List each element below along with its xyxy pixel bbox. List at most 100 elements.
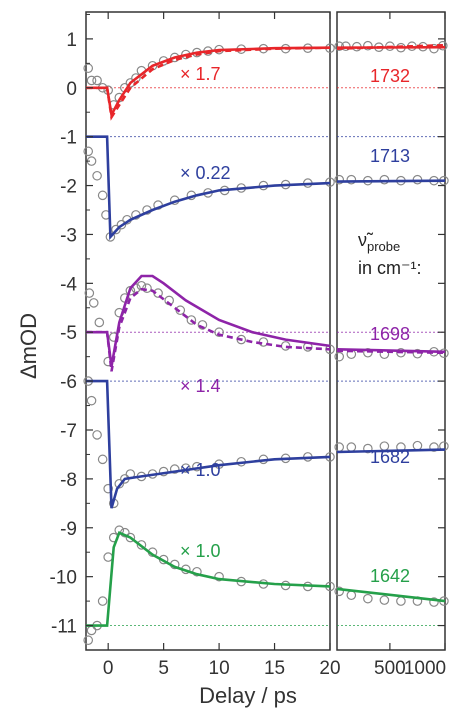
y-tick-label: -11 <box>51 617 77 638</box>
model-line-1732-long <box>336 43 446 50</box>
y-tick-label: -10 <box>50 568 77 589</box>
model-line-1732 <box>86 46 331 121</box>
data-point <box>97 190 108 201</box>
data-point <box>379 595 390 605</box>
data-point <box>86 395 97 406</box>
fit-line-1642-long <box>336 587 446 603</box>
y-tick-label: 0 <box>66 79 77 100</box>
svg-text:ν̃probe: ν̃probe <box>358 230 400 254</box>
series-1698-long: 1698 <box>334 324 449 362</box>
probe-legend-title: ν̃probe in cm⁻¹: <box>358 230 422 278</box>
data-point <box>111 224 121 235</box>
probe-label-1732: 1732 <box>370 66 410 86</box>
y-tick-label: -3 <box>60 225 77 246</box>
data-point <box>334 586 345 597</box>
y-tick-label: -6 <box>60 372 77 393</box>
series-1682-long: 1682 <box>334 380 449 467</box>
x-tick-label: 15 <box>264 658 285 679</box>
scale-label-1698: × 1.4 <box>180 376 221 396</box>
y-tick-label: 1 <box>66 30 77 51</box>
data-point <box>103 483 113 494</box>
data-point <box>86 75 97 86</box>
data-point <box>136 540 147 550</box>
data-point <box>86 625 97 636</box>
series-1642-long: 1642 <box>334 566 449 627</box>
data-point <box>346 174 357 185</box>
legend-subscript: probe <box>367 239 400 254</box>
x-tick-label: 500 <box>374 658 406 679</box>
x-tick-label: 1000 <box>404 658 446 679</box>
scale-label-1732: × 1.7 <box>180 64 221 84</box>
probe-label-1713: 1713 <box>370 146 410 166</box>
x-axis-title: Delay / ps <box>199 683 297 708</box>
data-point <box>197 320 208 330</box>
data-point <box>97 596 108 606</box>
data-point <box>103 552 113 562</box>
y-tick-label: -8 <box>60 470 77 491</box>
probe-label-1682: 1682 <box>370 447 410 467</box>
data-point <box>214 571 224 582</box>
x-tick-label: 5 <box>158 658 169 679</box>
right-panel-frame <box>336 11 446 651</box>
left-panel-content: × 1.7 × 0.22 × 1.4 × 1.0 × 1.0 <box>83 43 335 646</box>
series-1732-long: 1732 <box>334 40 448 89</box>
data-point <box>214 327 224 338</box>
fit-line-1682-long <box>336 448 446 454</box>
data-point <box>429 597 439 607</box>
series-1713: × 0.22 <box>83 135 335 242</box>
x-tick-label: 0 <box>103 658 114 679</box>
data-point <box>346 442 357 452</box>
probe-label-1642: 1642 <box>370 566 410 586</box>
data-point <box>396 347 406 358</box>
data-point <box>88 298 99 308</box>
y-axis-title: ΔmOD <box>16 313 41 379</box>
series-1732: × 1.7 <box>83 43 335 121</box>
data-point <box>429 43 439 54</box>
data-point <box>412 440 423 451</box>
data-point <box>186 315 197 325</box>
y-axis-ticks: 1 0 -1 -2 -3 -4 -5 -6 -7 -8 -9 -10 -11 <box>50 13 445 638</box>
data-point <box>341 41 351 52</box>
data-point <box>97 454 108 465</box>
data-point <box>396 596 406 606</box>
scale-label-1642: × 1.0 <box>180 541 221 561</box>
data-point <box>83 146 94 157</box>
data-point <box>334 41 345 52</box>
probe-label-1698: 1698 <box>370 324 410 344</box>
y-tick-label: -2 <box>60 177 77 198</box>
data-point <box>84 288 95 298</box>
data-point <box>125 532 136 543</box>
data-point <box>334 174 345 185</box>
data-point <box>116 219 127 230</box>
x-tick-label: 10 <box>209 658 230 679</box>
data-point <box>346 590 357 601</box>
series-1698: × 1.4 <box>84 274 335 396</box>
legend-unit: in cm⁻¹: <box>358 258 422 278</box>
data-point <box>363 443 373 454</box>
scale-label-1713: × 0.22 <box>180 163 231 183</box>
data-point <box>83 635 94 646</box>
y-tick-label: -7 <box>60 421 77 442</box>
series-1642: × 1.0 <box>83 525 335 646</box>
data-point <box>94 317 105 328</box>
left-panel: × 1.7 × 0.22 × 1.4 × 1.0 × 1.0 <box>83 11 335 651</box>
right-panel: 1732 1713 1698 1682 1642 <box>334 11 449 651</box>
fit-line-1713-long <box>336 179 446 183</box>
data-point <box>334 351 345 362</box>
scale-label-1682: × 1.0 <box>180 460 221 480</box>
series-1713-long: 1713 <box>334 136 449 186</box>
data-point <box>363 40 373 51</box>
fit-line-1642 <box>86 530 331 627</box>
data-point <box>169 464 180 474</box>
x-tick-label: 20 <box>319 658 340 679</box>
data-point <box>83 63 94 74</box>
model-line-1698-long <box>336 349 446 355</box>
y-tick-label: -5 <box>60 323 77 344</box>
y-tick-label: -4 <box>60 274 77 295</box>
data-point <box>92 170 102 181</box>
y-tick-label: -9 <box>60 519 77 540</box>
data-point <box>412 348 423 359</box>
data-point <box>429 442 439 452</box>
data-point <box>363 347 373 358</box>
